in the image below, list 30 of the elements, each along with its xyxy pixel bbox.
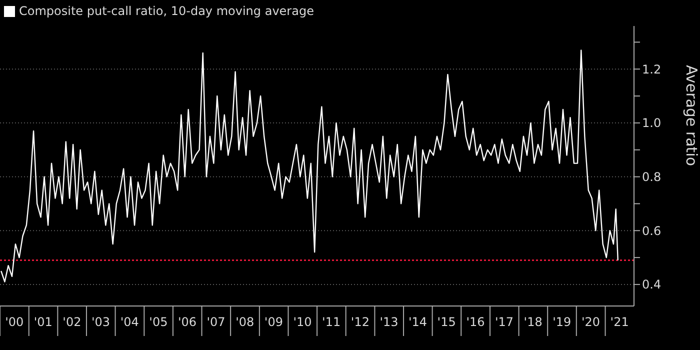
x-tick-label: '12	[350, 315, 370, 329]
x-tick-label: '11	[322, 315, 341, 329]
y-tick-label: 1.2	[642, 62, 662, 76]
y-tick-label: 0.4	[642, 278, 662, 292]
x-tick-label: '07	[206, 315, 226, 329]
x-tick-label: '00	[5, 315, 24, 329]
x-tick-label: '16	[466, 315, 485, 329]
x-tick-label: '04	[120, 315, 139, 329]
y-tick-label: 0.8	[642, 170, 662, 184]
x-tick-label: '02	[62, 315, 82, 329]
line-series	[0, 50, 619, 282]
x-tick-label: '19	[552, 315, 572, 329]
x-tick-label: '06	[178, 315, 197, 329]
y-tick-label: 1.0	[642, 116, 662, 130]
x-tick-label: '13	[380, 315, 398, 329]
x-tick-label: '03	[91, 315, 110, 329]
x-tick-label: '15	[437, 315, 456, 329]
x-tick-label: '18	[524, 315, 542, 329]
x-tick-label: '20	[581, 315, 600, 329]
legend-label: Composite put-call ratio, 10-day moving average	[19, 4, 314, 18]
x-tick-label: '09	[264, 315, 284, 329]
x-tick-label: '21	[610, 315, 629, 329]
x-tick-label: '08	[236, 315, 254, 329]
x-tick-label: '14	[408, 315, 428, 329]
y-axis-title: Average ratio	[682, 65, 700, 166]
x-tick-label: '05	[149, 315, 168, 329]
x-tick-label: '10	[293, 315, 312, 329]
x-tick-label: '01	[34, 315, 52, 329]
x-tick-label: '17	[494, 315, 514, 329]
y-tick-label: 0.6	[642, 224, 662, 238]
